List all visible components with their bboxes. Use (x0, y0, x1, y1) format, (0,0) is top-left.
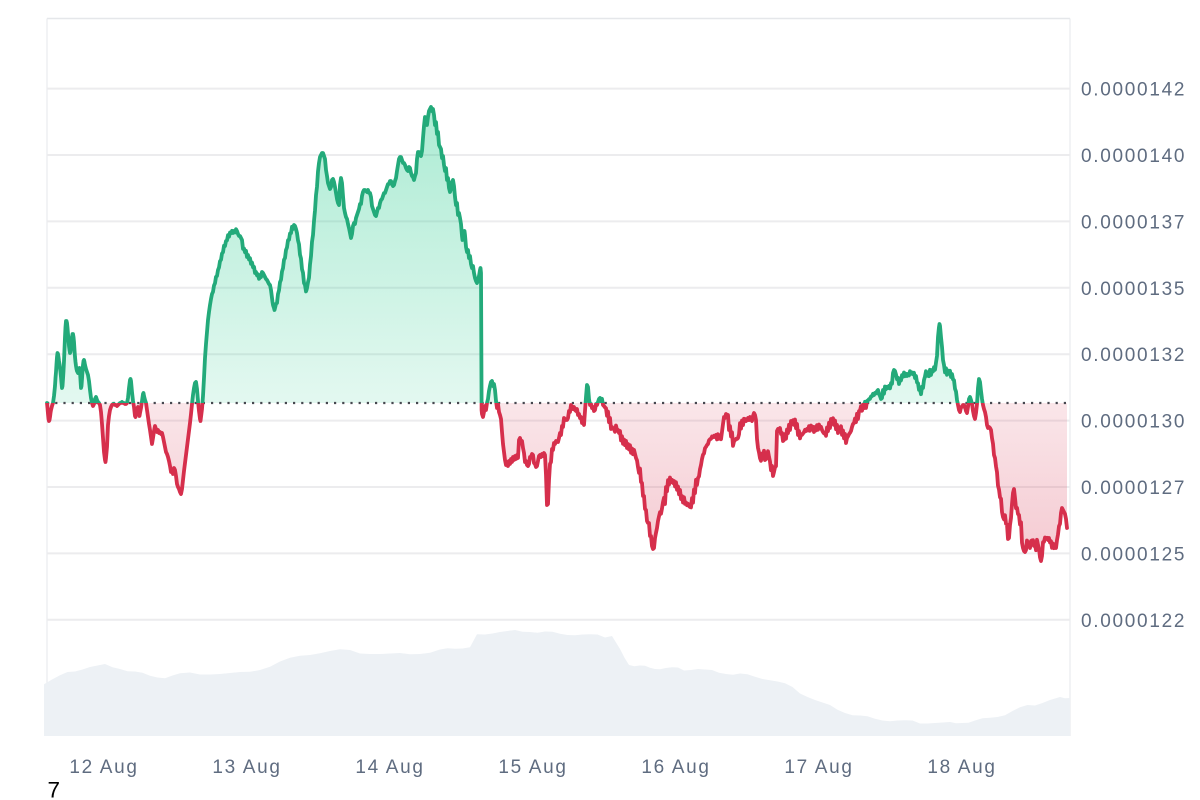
svg-text:0.0000137: 0.0000137 (1081, 212, 1186, 233)
svg-text:17 Aug: 17 Aug (784, 757, 853, 778)
svg-text:16 Aug: 16 Aug (641, 757, 710, 778)
svg-text:18 Aug: 18 Aug (927, 757, 996, 778)
svg-text:0.0000132: 0.0000132 (1081, 345, 1186, 366)
svg-text:12 Aug: 12 Aug (69, 757, 138, 778)
svg-text:0.0000142: 0.0000142 (1081, 80, 1186, 101)
svg-text:15 Aug: 15 Aug (498, 757, 567, 778)
svg-text:0.0000125: 0.0000125 (1081, 544, 1186, 565)
svg-text:0.0000127: 0.0000127 (1081, 478, 1186, 499)
svg-text:0.0000140: 0.0000140 (1081, 146, 1186, 167)
svg-text:14 Aug: 14 Aug (355, 757, 424, 778)
svg-text:0.0000130: 0.0000130 (1081, 412, 1186, 433)
svg-text:7: 7 (48, 778, 61, 800)
svg-text:0.0000135: 0.0000135 (1081, 279, 1186, 300)
svg-text:0.0000122: 0.0000122 (1081, 611, 1186, 632)
svg-text:13 Aug: 13 Aug (212, 757, 281, 778)
